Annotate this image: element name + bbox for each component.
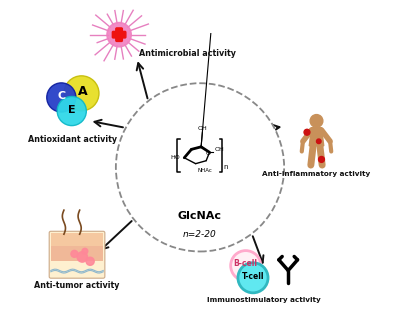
- Circle shape: [47, 83, 76, 112]
- Circle shape: [57, 97, 86, 125]
- Text: HO: HO: [171, 155, 180, 160]
- Text: O: O: [206, 151, 211, 156]
- Text: Anti-tumor activity: Anti-tumor activity: [34, 281, 120, 291]
- Circle shape: [238, 263, 268, 293]
- Circle shape: [318, 156, 324, 162]
- Circle shape: [304, 129, 310, 135]
- Text: GlcNAc: GlcNAc: [178, 211, 222, 221]
- Circle shape: [116, 83, 284, 252]
- Text: Antimicrobial activity: Antimicrobial activity: [138, 49, 236, 58]
- Text: n: n: [224, 164, 228, 170]
- FancyBboxPatch shape: [51, 233, 103, 246]
- FancyBboxPatch shape: [116, 28, 122, 41]
- Text: Immunostimulatory activity: Immunostimulatory activity: [207, 297, 321, 303]
- Text: E: E: [68, 105, 76, 115]
- FancyBboxPatch shape: [49, 231, 105, 278]
- Circle shape: [82, 248, 88, 254]
- Circle shape: [64, 76, 99, 111]
- Circle shape: [316, 139, 321, 144]
- FancyBboxPatch shape: [112, 32, 126, 38]
- Polygon shape: [309, 128, 324, 146]
- FancyBboxPatch shape: [51, 246, 103, 261]
- Circle shape: [310, 115, 323, 127]
- Circle shape: [71, 250, 78, 257]
- Text: OH: OH: [198, 126, 207, 131]
- Text: NHAc: NHAc: [197, 168, 212, 173]
- Text: Antioxidant activity: Antioxidant activity: [28, 135, 118, 144]
- Text: Anti-inflammatory activity: Anti-inflammatory activity: [262, 171, 371, 177]
- Text: A: A: [78, 85, 88, 98]
- Text: n=2-20: n=2-20: [183, 230, 217, 239]
- Circle shape: [77, 252, 88, 262]
- Text: T-cell: T-cell: [242, 272, 264, 281]
- Text: C: C: [57, 91, 65, 101]
- Text: OH: OH: [214, 147, 224, 152]
- Circle shape: [86, 257, 94, 265]
- Text: B-cell: B-cell: [234, 259, 258, 268]
- Circle shape: [107, 22, 131, 47]
- Circle shape: [231, 251, 261, 281]
